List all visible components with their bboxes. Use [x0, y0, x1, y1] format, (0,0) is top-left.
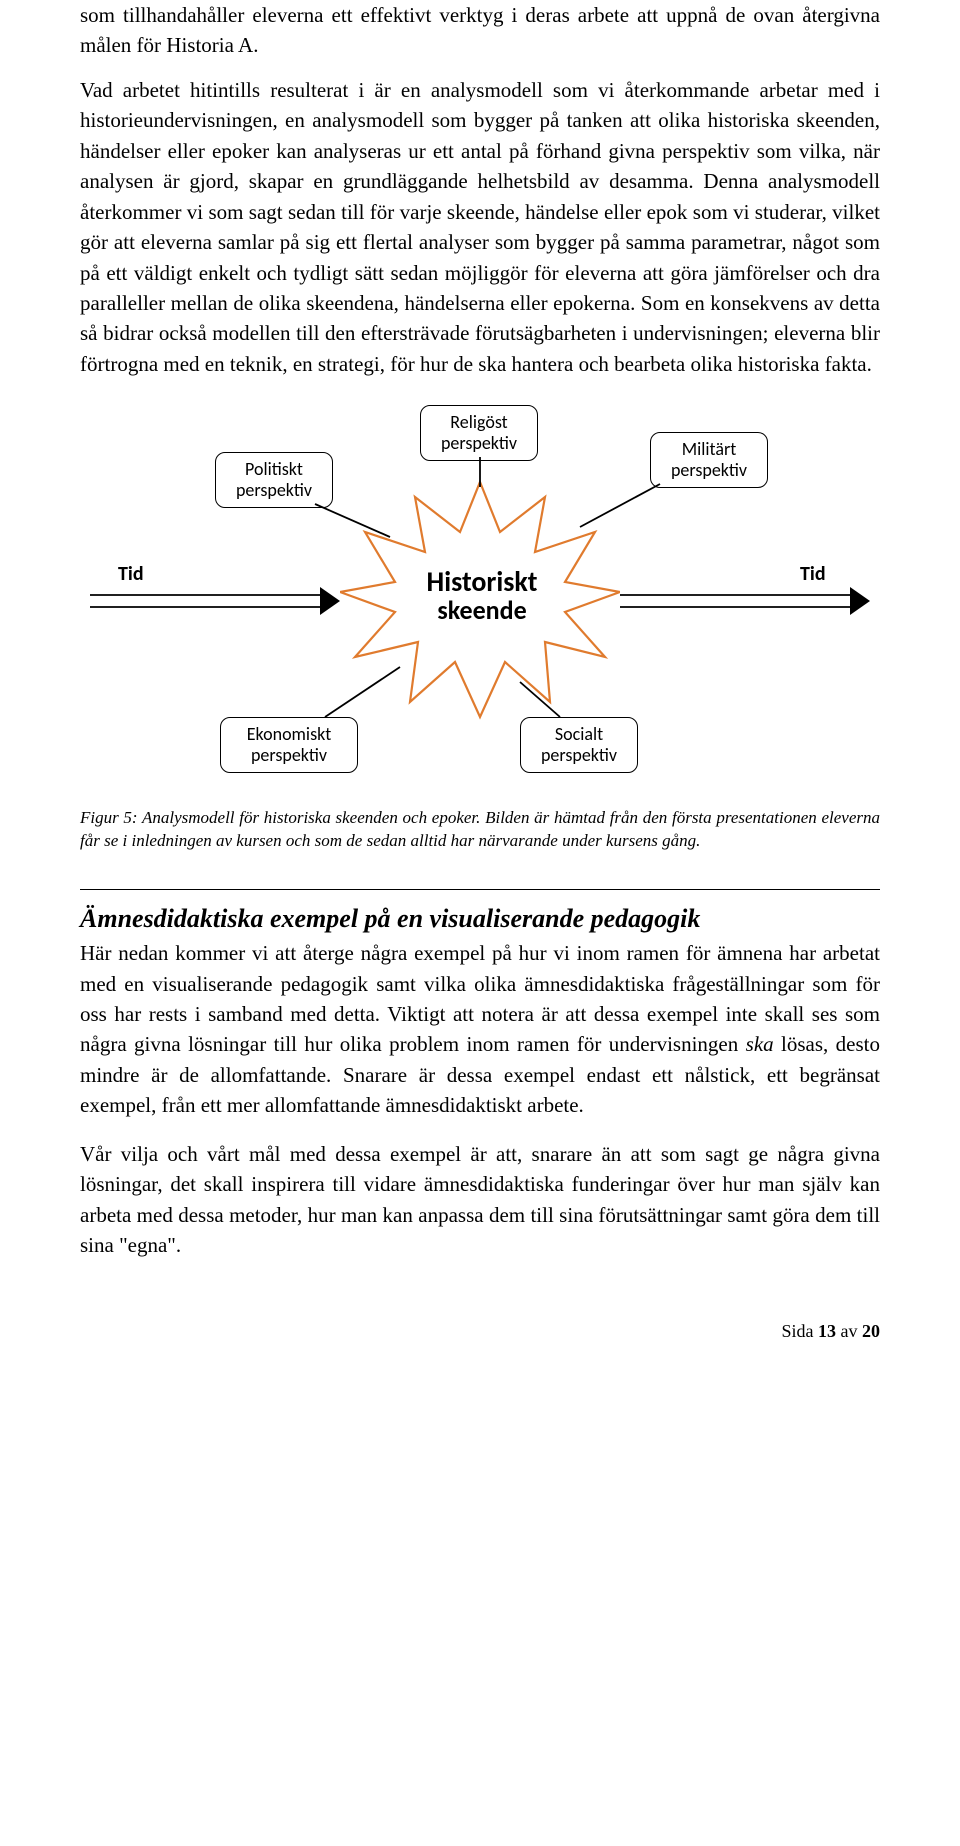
page-number: Sida 13 av 20: [80, 1321, 880, 1342]
tid-right-arrow: [620, 587, 870, 617]
section-heading: Ämnesdidaktiska exempel på en visualiser…: [80, 904, 880, 934]
tid-left-label: Tid: [118, 562, 144, 586]
tid-right-label: Tid: [800, 562, 826, 586]
page-total: 20: [862, 1321, 880, 1341]
paragraph-intro-cont: som tillhandahåller eleverna ett effekti…: [80, 0, 880, 61]
p3-ska: ska: [746, 1032, 774, 1056]
section-divider: [80, 889, 880, 890]
paragraph-goal: Vår vilja och vårt mål med dessa exempel…: [80, 1139, 880, 1261]
figure-caption: Figur 5: Analysmodell för historiska ske…: [80, 807, 880, 853]
page-prefix: Sida: [781, 1321, 818, 1341]
analysis-model-diagram: Historiskt skeende Politiskt perspektiv …: [90, 397, 870, 797]
page-mid: av: [836, 1321, 862, 1341]
page-current: 13: [818, 1321, 836, 1341]
paragraph-analysmodell: Vad arbetet hitintills resulterat i är e…: [80, 75, 880, 379]
paragraph-examples-intro: Här nedan kommer vi att återge några exe…: [80, 938, 880, 1121]
tid-left-arrow: [90, 587, 340, 617]
